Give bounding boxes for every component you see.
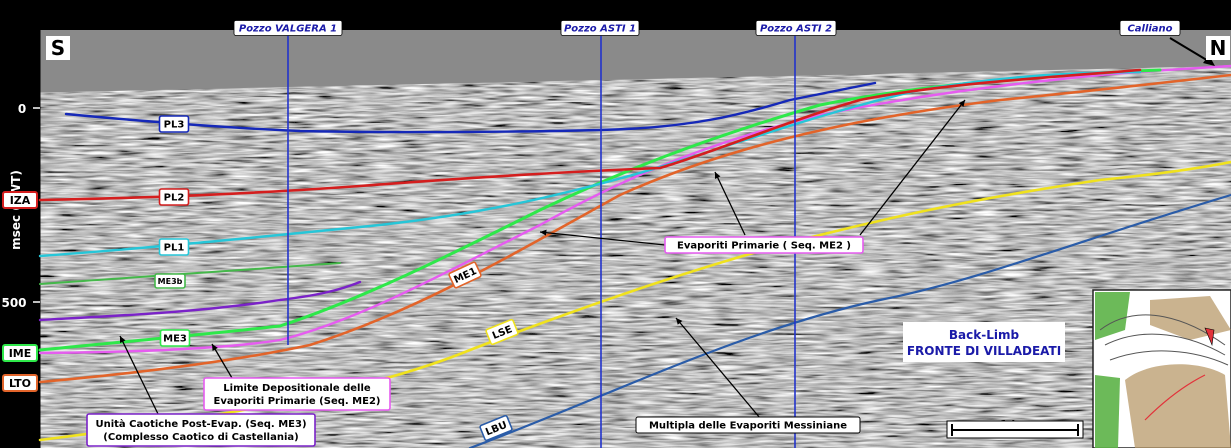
svg-text:Pozzo VALGERA 1: Pozzo VALGERA 1 [239,24,337,35]
horizon-tag-lse: LSE [485,318,519,346]
horizon-pl3 [64,81,877,134]
horizon-me2 [38,64,1231,355]
horizon-me3top [38,280,362,322]
well-label-valgera: Pozzo VALGERA 1 [233,20,343,36]
horizon-tag-pl1: PL1 [158,238,190,256]
horizon-tag-me1: ME1 [448,261,482,289]
arrow-unita [119,335,161,419]
calliano-arrow [1169,37,1215,66]
horizon-tag-pl2: PL2 [158,188,190,206]
horizon-tag-me3b: ME3b [154,273,186,289]
svg-text:Back-Limb: Back-Limb [949,328,1020,342]
svg-text:PL3: PL3 [164,120,185,131]
horizon-tag-lbu: LBU [479,414,513,442]
y-tick-500: 500 [1,296,26,310]
svg-text:Limite Depositionale delle: Limite Depositionale delle [223,383,371,394]
horizon-lbu [468,193,1231,448]
left-tag-lto: LTO [2,374,38,392]
svg-text:FRONTE DI VILLADEATI: FRONTE DI VILLADEATI [907,344,1061,358]
svg-text:IZA: IZA [10,194,31,207]
arrow-evap-2 [714,171,746,236]
left-tag-ime: IME [2,344,38,362]
south-box [46,36,70,60]
arrow-multipla [675,317,761,419]
svg-text:Unità Caotiche Post-Evap. (Seq: Unità Caotiche Post-Evap. (Seq. ME3) [95,418,306,430]
horizon-me3b [39,262,341,285]
horizons [38,64,1231,448]
south-label: S [51,36,65,60]
y-axis: 0 500 msec (TWT) [1,30,41,448]
svg-text:(Complesso Caotico di Castella: (Complesso Caotico di Castellania) [103,432,298,443]
north-box [1206,36,1230,60]
left-tag-iza: IZA [2,191,38,209]
arrow-evap-1 [539,229,666,246]
svg-text:Multipla delle Evaporiti Messi: Multipla delle Evaporiti Messiniane [649,421,847,432]
horizon-tag-pl3: PL3 [158,115,190,133]
svg-text:ME3: ME3 [163,334,187,345]
svg-text:Evaporiti Primarie (Seq. ME2): Evaporiti Primarie (Seq. ME2) [214,396,381,407]
svg-text:Calliano: Calliano [1127,24,1172,35]
annotation-evaporiti-primarie: Evaporiti Primarie ( Seq. ME2 ) [664,236,864,254]
well-label-asti2: Pozzo ASTI 2 [755,20,837,36]
location-map [1092,289,1231,448]
horizon-pl2 [38,68,1142,202]
arrow-evap-3 [859,99,966,236]
arrow-limite [211,343,233,379]
svg-text:IME: IME [9,347,32,360]
svg-text:Evaporiti Primarie ( Seq. ME2: Evaporiti Primarie ( Seq. ME2 ) [677,241,851,252]
annotation-unita-caotiche: Unità Caotiche Post-Evap. (Seq. ME3) (Com… [86,413,316,447]
north-label: N [1210,36,1227,60]
well-label-asti1: Pozzo ASTI 1 [560,20,640,36]
svg-text:LTO: LTO [9,377,31,390]
svg-text:Pozzo ASTI 2: Pozzo ASTI 2 [760,24,832,35]
back-limb-label: Back-Limb FRONTE DI VILLADEATI [903,322,1065,362]
annotation-multipla: Multipla delle Evaporiti Messiniane [635,416,861,434]
svg-text:ME3b: ME3b [158,277,183,286]
y-tick-0: 0 [18,102,26,116]
svg-text:Pozzo ASTI 1: Pozzo ASTI 1 [564,24,636,35]
annotation-limite-depositionale: Limite Depositionale delle Evaporiti Prim… [203,377,391,411]
horizon-me1 [38,73,1231,384]
svg-text:PL2: PL2 [164,193,185,204]
horizon-pl1 [38,70,1142,258]
scale-bar [946,420,1084,439]
well-label-calliano: Calliano [1119,20,1181,36]
horizon-tag-me3: ME3 [159,329,191,347]
y-axis-label: msec (TWT) [9,170,23,250]
header-labels: S N [46,36,1230,60]
svg-text:PL1: PL1 [164,243,185,254]
